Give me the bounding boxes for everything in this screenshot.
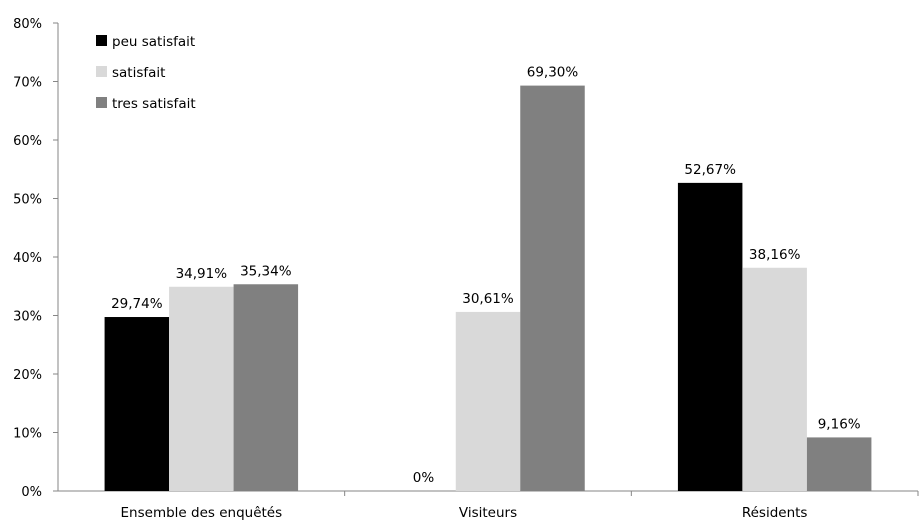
bar-value-label: 0% <box>413 470 435 486</box>
y-tick-label: 50% <box>13 193 42 208</box>
bar-value-label: 9,16% <box>818 416 861 432</box>
legend-swatch <box>96 97 107 108</box>
bar-value-label: 35,34% <box>240 263 292 279</box>
axes: 0% 10% 20% 30% 40% 50% 60% 70% 80% Ensemble des e… <box>13 17 919 521</box>
y-tick-label: 30% <box>13 310 42 325</box>
bar <box>455 311 521 491</box>
y-tick-label: 20% <box>13 368 42 383</box>
bar-value-label: 29,74% <box>111 296 163 312</box>
bar <box>233 284 299 491</box>
bar <box>806 437 872 491</box>
x-category-label: Visiteurs <box>459 505 517 521</box>
x-category-label: Ensemble des enquêtés <box>121 505 283 521</box>
bar-value-label: 38,16% <box>749 247 801 263</box>
y-tick-label: 0% <box>21 485 42 500</box>
y-tick-label: 80% <box>13 17 42 32</box>
bar-value-label: 52,67% <box>684 162 736 178</box>
bar <box>677 182 743 491</box>
bar <box>169 286 234 491</box>
bar-value-label: 30,61% <box>462 291 514 307</box>
bar <box>104 317 170 491</box>
y-tick-label: 70% <box>13 76 42 91</box>
y-tick-label: 40% <box>13 251 42 266</box>
bar-value-label: 34,91% <box>176 266 228 282</box>
y-tick-label: 10% <box>13 427 42 442</box>
legend-swatch <box>96 35 107 46</box>
bar <box>742 267 807 491</box>
bar-value-label: 69,30% <box>527 65 579 81</box>
y-tick-label: 60% <box>13 134 42 149</box>
x-category-label: Résidents <box>742 505 808 521</box>
bar <box>520 85 585 491</box>
legend-label: satisfait <box>112 65 165 81</box>
legend-swatch <box>96 66 107 77</box>
legend: peu satisfait satisfait tres satisfait <box>96 34 196 112</box>
legend-label: tres satisfait <box>112 96 196 112</box>
bars: 29,74% 34,91% 35,34% 0% 30,61% 69,30% 52,67% 38… <box>104 65 872 491</box>
legend-label: peu satisfait <box>112 34 195 50</box>
